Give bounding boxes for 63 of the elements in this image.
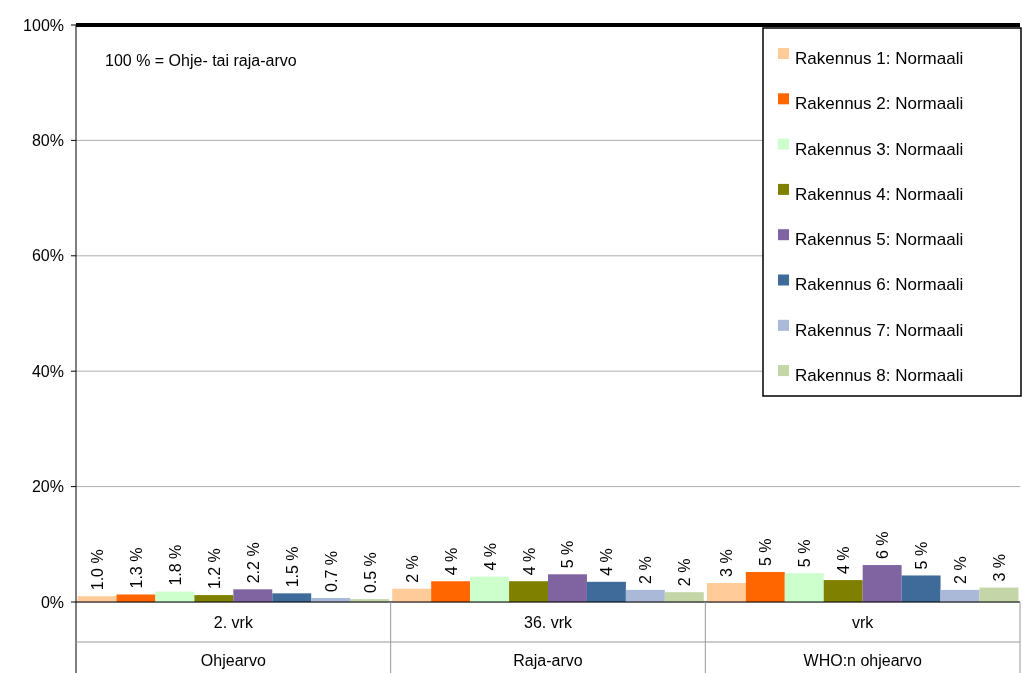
data-label: 0.5 % — [361, 552, 379, 594]
data-label: 1.2 % — [205, 548, 223, 590]
data-label: 6 % — [874, 531, 892, 560]
bar — [979, 587, 1019, 602]
data-label: 5 % — [559, 540, 577, 569]
bar — [272, 593, 312, 602]
x-tick-label: 2. vrk — [213, 614, 254, 631]
data-label: 3 % — [990, 554, 1008, 582]
bar — [784, 573, 824, 602]
bar — [586, 581, 626, 602]
legend-label: Rakennus 4: Normaali — [795, 184, 964, 204]
legend-label: Rakennus 5: Normaali — [795, 230, 964, 250]
x-tick-label: vrk — [852, 614, 875, 631]
data-label: 4 % — [598, 548, 616, 576]
bar — [901, 575, 941, 602]
data-label: 2.2 % — [244, 542, 262, 584]
data-label: 2 % — [637, 556, 655, 584]
data-label: 5 % — [913, 541, 931, 570]
bar — [823, 580, 863, 602]
y-tick-label: 0% — [40, 593, 64, 611]
text: Ohjearvo — [200, 652, 266, 669]
data-label: 4 % — [442, 547, 460, 576]
data-label: 4 % — [481, 543, 499, 571]
data-label: 1.5 % — [283, 546, 301, 588]
bar — [470, 576, 510, 602]
data-label: 1.8 % — [166, 544, 184, 586]
bar — [392, 588, 432, 602]
annotation: 100 % = Ohje- tai raja-arvo — [105, 52, 297, 69]
y-tick-label: 40% — [31, 362, 64, 380]
data-label: 1.3 % — [127, 547, 145, 589]
y-tick-label: 100% — [23, 16, 64, 34]
legend-label: Rakennus 6: Normaali — [795, 275, 964, 295]
legend-label: Rakennus 3: Normaali — [795, 139, 964, 159]
y-tick-label: 60% — [31, 247, 64, 265]
data-label: 2 % — [403, 555, 421, 583]
bar — [664, 592, 704, 602]
legend-label: Rakennus 1: Normaali — [795, 48, 964, 68]
data-label: 5 % — [796, 539, 814, 568]
legend-label: Rakennus 8: Normaali — [795, 366, 964, 386]
y-tick-label: 80% — [31, 132, 64, 149]
bar — [706, 582, 746, 602]
data-label: 2 % — [952, 556, 970, 584]
x-tick-label: 36. vrk — [523, 614, 574, 631]
data-label: 2 % — [676, 558, 694, 587]
data-label: 5 % — [757, 538, 775, 566]
bar — [625, 589, 665, 602]
data-label: 3 % — [718, 549, 736, 577]
bar — [116, 594, 156, 602]
text: Raja-arvo — [513, 652, 583, 669]
bar — [862, 565, 902, 602]
bar — [233, 589, 273, 602]
text: WHO:n ohjearvo — [803, 652, 922, 669]
data-label: 4 % — [835, 546, 853, 575]
data-label: 1.0 % — [89, 549, 107, 591]
bar — [509, 581, 548, 602]
data-label: 4 % — [520, 547, 538, 576]
data-label: 0.7 % — [322, 551, 340, 592]
bar — [745, 572, 785, 602]
legend-label: Rakennus 2: Normaali — [795, 94, 964, 114]
bar — [431, 581, 471, 602]
y-tick-label: 20% — [31, 478, 64, 496]
legend-label: Rakennus 7: Normaali — [795, 320, 964, 340]
bar — [548, 574, 587, 602]
